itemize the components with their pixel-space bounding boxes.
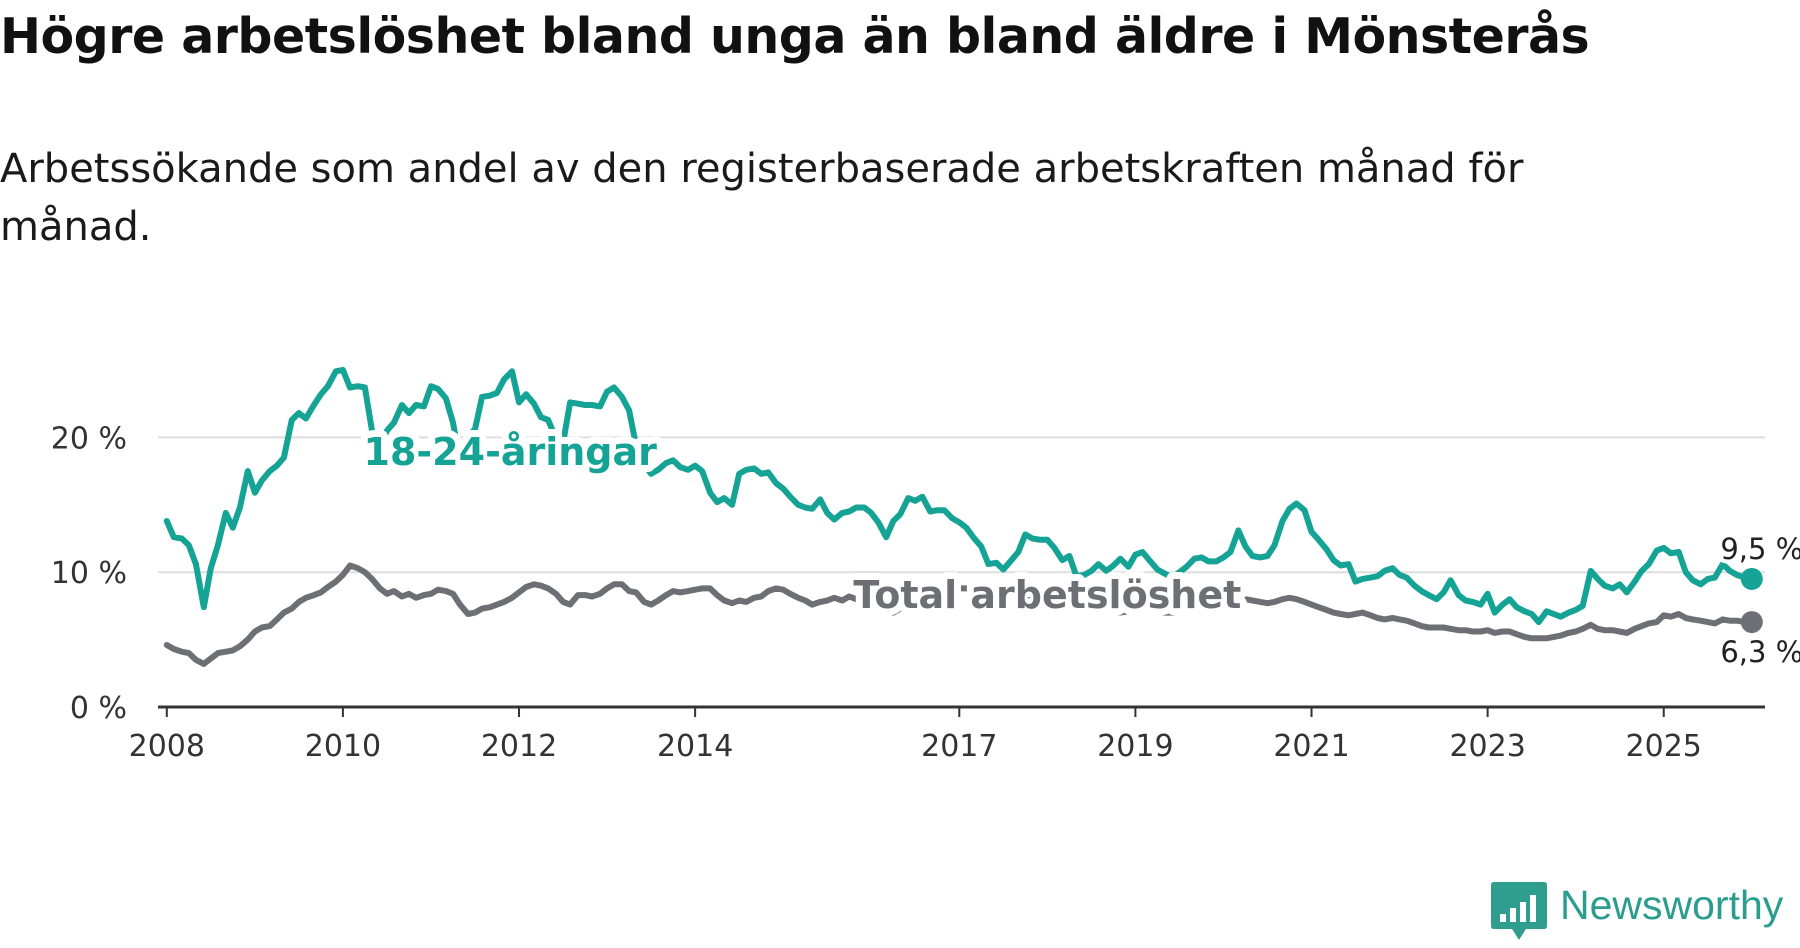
y-axis-ticks: 0 % 10 % 20 % xyxy=(51,421,127,726)
series-end-dot-youth xyxy=(1740,567,1763,590)
x-axis-ticks: 2008 2010 2012 2014 2017 2019 2021 2023 2025 xyxy=(129,707,1702,764)
y-tick-label: 10 % xyxy=(51,556,127,591)
end-value-label-total: 6,3 % xyxy=(1720,635,1800,669)
series-end-dot-total xyxy=(1740,611,1763,634)
bar-chart-speech-bubble-icon xyxy=(1491,882,1547,940)
y-tick-label: 0 % xyxy=(70,691,127,726)
x-tick-label: 2017 xyxy=(921,729,997,764)
end-value-label-youth: 9,5 % xyxy=(1720,532,1800,566)
series-labels: 18-24-åringar 9,5 % Total arbetslöshet 6,3 … xyxy=(357,423,1800,673)
brand: Newsworthy xyxy=(1490,868,1800,948)
series-lines xyxy=(163,367,1763,667)
y-tick-label: 20 % xyxy=(51,421,127,456)
series-line-total xyxy=(163,562,1755,667)
x-tick-label: 2008 xyxy=(129,729,205,764)
series-label-total: Total arbetslöshet xyxy=(853,573,1241,617)
x-tick-label: 2010 xyxy=(305,729,381,764)
x-tick-label: 2014 xyxy=(657,729,733,764)
x-tick-label: 2025 xyxy=(1626,729,1702,764)
x-tick-label: 2023 xyxy=(1449,729,1525,764)
line-chart: 0 % 10 % 20 % 2008 2010 2012 2014 2017 2019 2021… xyxy=(51,367,1800,764)
brand-name: Newsworthy xyxy=(1560,882,1784,928)
grid-lines xyxy=(158,436,1765,574)
x-tick-label: 2012 xyxy=(481,729,557,764)
series-line-youth xyxy=(163,367,1755,626)
series-label-youth: 18-24-åringar xyxy=(364,430,658,474)
x-tick-label: 2021 xyxy=(1273,729,1349,764)
page-title: Högre arbetslöshet bland unga än bland ä… xyxy=(0,8,1590,65)
page-subtitle: Arbetssökande som andel av den registerb… xyxy=(0,146,1524,250)
x-tick-label: 2019 xyxy=(1097,729,1173,764)
